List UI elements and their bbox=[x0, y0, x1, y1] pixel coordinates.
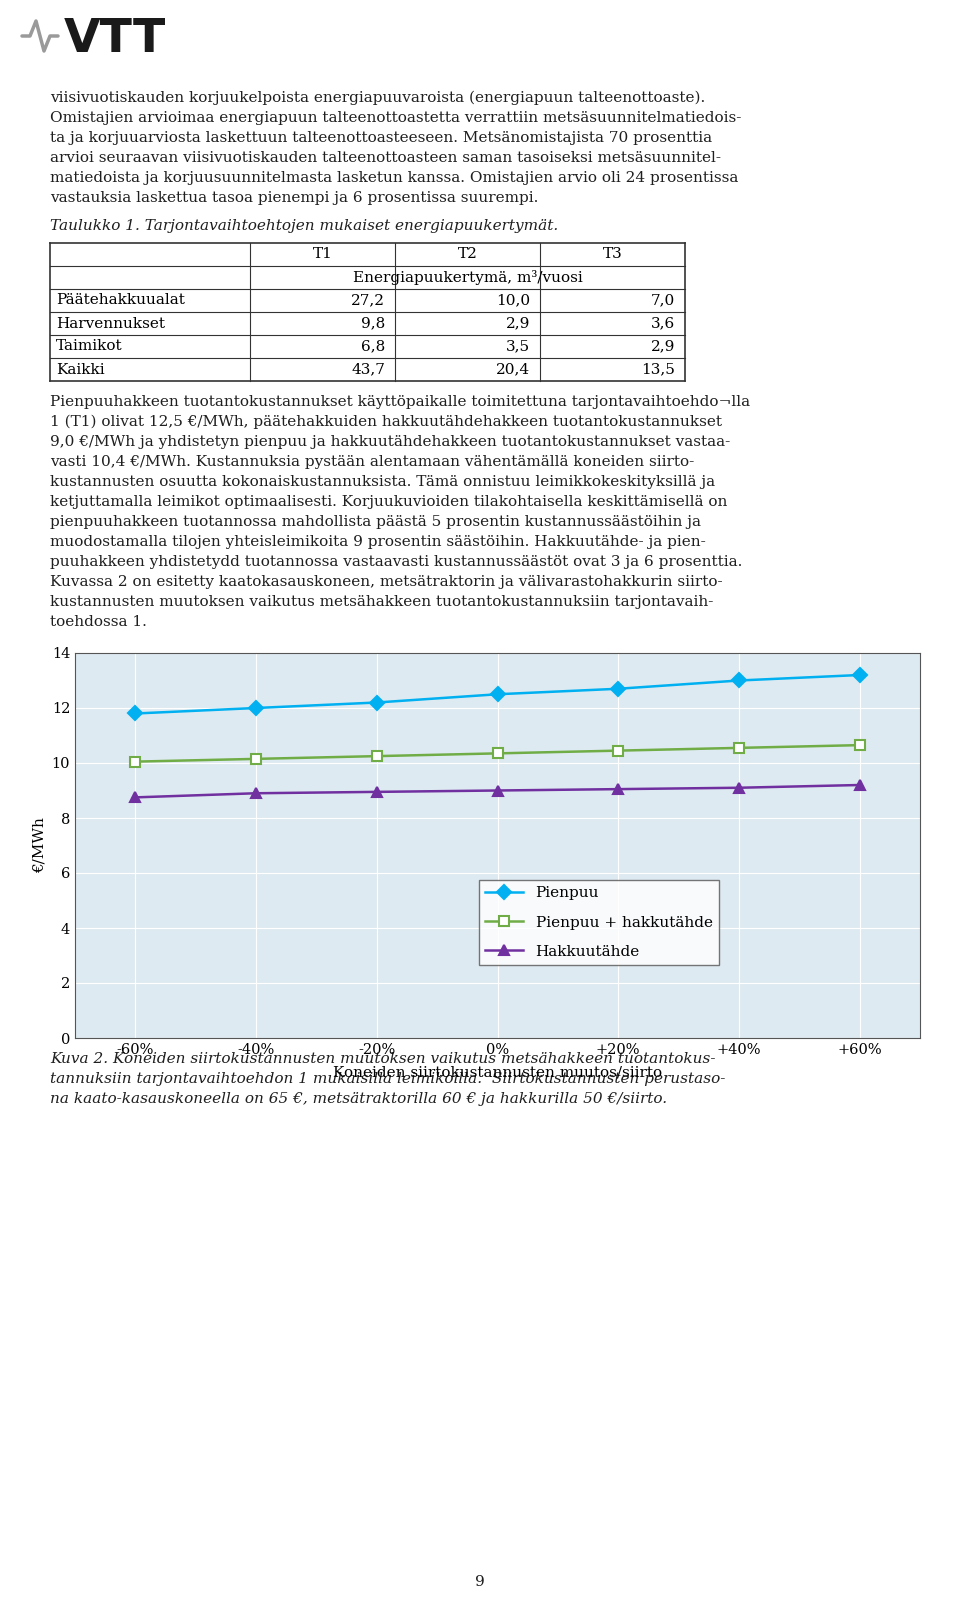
Text: 2,9: 2,9 bbox=[506, 316, 530, 330]
Text: 1 (T1) olivat 12,5 €/MWh, päätehakkuiden hakkuutähdehakkeen tuotantokustannukset: 1 (T1) olivat 12,5 €/MWh, päätehakkuiden… bbox=[50, 416, 722, 430]
Text: Omistajien arvioimaa energiapuun talteenottoastetta verrattiin metsäsuunnitelmat: Omistajien arvioimaa energiapuun talteen… bbox=[50, 111, 741, 126]
Text: 27,2: 27,2 bbox=[351, 293, 385, 308]
Text: 6,8: 6,8 bbox=[361, 340, 385, 353]
Text: Kaikki: Kaikki bbox=[56, 362, 105, 377]
Text: T2: T2 bbox=[458, 248, 477, 261]
Y-axis label: €/MWh: €/MWh bbox=[32, 817, 46, 873]
Text: matiedoista ja korjuusuunnitelmasta lasketun kanssa. Omistajien arvio oli 24 pro: matiedoista ja korjuusuunnitelmasta lask… bbox=[50, 171, 738, 185]
Text: tannuksiin tarjontavaihtoehdon 1 mukaisilla leimikoilla.  Siirtokustannusten per: tannuksiin tarjontavaihtoehdon 1 mukaisi… bbox=[50, 1071, 726, 1086]
Text: 2,9: 2,9 bbox=[651, 340, 675, 353]
Text: T3: T3 bbox=[603, 248, 622, 261]
Text: kustannusten osuutta kokonaiskustannuksista. Tämä onnistuu leimikkokeskityksillä: kustannusten osuutta kokonaiskustannuksi… bbox=[50, 475, 715, 490]
Text: 3,6: 3,6 bbox=[651, 316, 675, 330]
Text: vastauksia laskettua tasoa pienempi ja 6 prosentissa suurempi.: vastauksia laskettua tasoa pienempi ja 6… bbox=[50, 192, 539, 205]
Text: Taulukko 1. Tarjontavaihtoehtojen mukaiset energiapuukertymät.: Taulukko 1. Tarjontavaihtoehtojen mukais… bbox=[50, 219, 559, 234]
Line: Pienpuu + hakkutähde: Pienpuu + hakkutähde bbox=[131, 741, 865, 767]
Pienpuu + hakkutähde bbox=[371, 746, 382, 765]
Text: na kaato-kasauskoneella on 65 €, metsätraktorilla 60 € ja hakkurilla 50 €/siirto: na kaato-kasauskoneella on 65 €, metsätr… bbox=[50, 1092, 667, 1107]
Pienpuu + hakkutähde bbox=[853, 736, 865, 756]
Text: ta ja korjuuarviosta laskettuun talteenottoasteeseen. Metsänomistajista 70 prose: ta ja korjuuarviosta laskettuun talteeno… bbox=[50, 130, 712, 145]
Pienpuu + hakkutähde bbox=[492, 744, 503, 764]
Text: Harvennukset: Harvennukset bbox=[56, 316, 165, 330]
Text: kustannusten muutoksen vaikutus metsähakkeen tuotantokustannuksiin tarjontavaih-: kustannusten muutoksen vaikutus metsähak… bbox=[50, 594, 713, 609]
Pienpuu bbox=[853, 665, 865, 685]
Pienpuu bbox=[130, 704, 141, 723]
Pienpuu bbox=[733, 670, 745, 690]
Hakkuutähde bbox=[492, 781, 503, 801]
Hakkuutähde bbox=[612, 780, 624, 799]
Text: arvioi seuraavan viisivuotiskauden talteenottoasteen saman tasoiseksi metsäsuunn: arvioi seuraavan viisivuotiskauden talte… bbox=[50, 151, 721, 164]
Text: pienpuuhakkeen tuotannossa mahdollista päästä 5 prosentin kustannussäästöihin ja: pienpuuhakkeen tuotannossa mahdollista p… bbox=[50, 516, 701, 528]
Line: Hakkuutähde: Hakkuutähde bbox=[131, 780, 865, 802]
Pienpuu bbox=[251, 698, 262, 717]
Hakkuutähde bbox=[251, 783, 262, 802]
Pienpuu bbox=[492, 685, 503, 704]
Text: 9,0 €/MWh ja yhdistetyn pienpuu ja hakkuutähdehakkeen tuotantokustannukset vasta: 9,0 €/MWh ja yhdistetyn pienpuu ja hakku… bbox=[50, 435, 731, 449]
Pienpuu + hakkutähde bbox=[733, 738, 745, 757]
Legend: Pienpuu, Pienpuu + hakkutähde, Hakkuutähde: Pienpuu, Pienpuu + hakkutähde, Hakkuutäh… bbox=[479, 880, 719, 965]
Text: puuhakkeen yhdistetydd tuotannossa vastaavasti kustannussäästöt ovat 3 ja 6 pros: puuhakkeen yhdistetydd tuotannossa vasta… bbox=[50, 556, 742, 569]
Text: Kuvassa 2 on esitetty kaatokasauskoneen, metsätraktorin ja välivarastohakkurin s: Kuvassa 2 on esitetty kaatokasauskoneen,… bbox=[50, 575, 723, 590]
Pienpuu bbox=[371, 693, 382, 712]
Pienpuu + hakkutähde bbox=[251, 749, 262, 768]
Text: 9: 9 bbox=[475, 1576, 485, 1588]
X-axis label: Koneiden siirtokustannusten muutos/siirto: Koneiden siirtokustannusten muutos/siirt… bbox=[333, 1065, 662, 1079]
Text: 7,0: 7,0 bbox=[651, 293, 675, 308]
Text: VTT: VTT bbox=[64, 16, 166, 61]
Pienpuu bbox=[612, 680, 624, 699]
Text: 13,5: 13,5 bbox=[641, 362, 675, 377]
Text: Taimikot: Taimikot bbox=[56, 340, 123, 353]
Text: Päätehakkuualat: Päätehakkuualat bbox=[56, 293, 185, 308]
Text: 10,0: 10,0 bbox=[496, 293, 530, 308]
Pienpuu + hakkutähde bbox=[612, 741, 624, 760]
Text: muodostamalla tilojen yhteisleimikoita 9 prosentin säästöihin. Hakkuutähde- ja p: muodostamalla tilojen yhteisleimikoita 9… bbox=[50, 535, 706, 549]
Hakkuutähde bbox=[853, 775, 865, 794]
Text: toehdossa 1.: toehdossa 1. bbox=[50, 615, 147, 628]
Hakkuutähde bbox=[130, 788, 141, 807]
Pienpuu + hakkutähde bbox=[130, 752, 141, 772]
Text: 43,7: 43,7 bbox=[351, 362, 385, 377]
Text: ketjuttamalla leimikot optimaalisesti. Korjuukuvioiden tilakohtaisella keskittäm: ketjuttamalla leimikot optimaalisesti. K… bbox=[50, 495, 728, 509]
Text: Kuva 2. Koneiden siirtokustannusten muutoksen vaikutus metsähakkeen tuotantokus-: Kuva 2. Koneiden siirtokustannusten muut… bbox=[50, 1052, 715, 1066]
Text: 9,8: 9,8 bbox=[361, 316, 385, 330]
Text: 3,5: 3,5 bbox=[506, 340, 530, 353]
Text: viisivuotiskauden korjuukelpoista energiapuuvaroista (energiapuun talteenottoast: viisivuotiskauden korjuukelpoista energi… bbox=[50, 90, 706, 105]
Text: vasti 10,4 €/MWh. Kustannuksia pystään alentamaan vähentämällä koneiden siirto-: vasti 10,4 €/MWh. Kustannuksia pystään a… bbox=[50, 454, 694, 469]
Text: Energiapuukertymä, m³/vuosi: Energiapuukertymä, m³/vuosi bbox=[352, 271, 583, 285]
Hakkuutähde bbox=[733, 778, 745, 797]
Text: T1: T1 bbox=[313, 248, 332, 261]
Text: Pienpuuhakkeen tuotantokustannukset käyttöpaikalle toimitettuna tarjontavaihtoeh: Pienpuuhakkeen tuotantokustannukset käyt… bbox=[50, 395, 750, 409]
Line: Pienpuu: Pienpuu bbox=[131, 670, 865, 719]
Text: 20,4: 20,4 bbox=[496, 362, 530, 377]
Hakkuutähde bbox=[371, 783, 382, 802]
